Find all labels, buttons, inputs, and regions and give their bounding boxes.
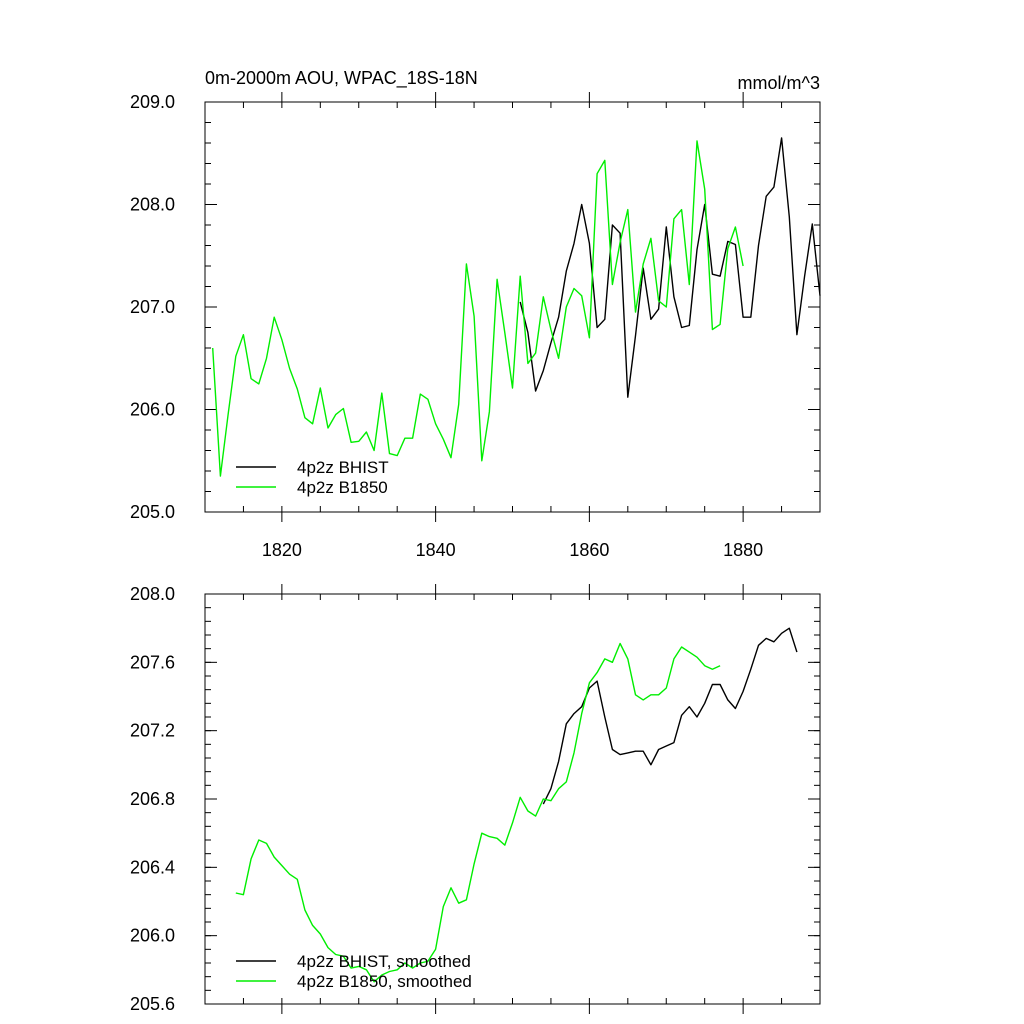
chart-title: 0m-2000m AOU, WPAC_18S-18N (205, 68, 478, 89)
chart-top: 0m-2000m AOU, WPAC_18S-18N mmol/m^3 1820… (130, 68, 821, 560)
series-line-b1850 (235, 642, 721, 983)
legend-label: 4p2z B1850 (297, 478, 388, 497)
y-tick-label: 208.0 (130, 195, 175, 215)
chart-bottom: 205.6 206.0 206.4 206.8 207.2 207.6 208.0 4p2z… (130, 584, 821, 1014)
x-tick-label: 1860 (569, 540, 609, 560)
y-tick-label: 206.4 (130, 857, 175, 877)
y-tick-label: 207.6 (130, 652, 175, 672)
y-tick-label: 206.0 (130, 926, 175, 946)
plot-frame-bottom (204, 593, 821, 1005)
legend-label: 4p2z BHIST (297, 458, 389, 477)
series-group-bottom (235, 627, 798, 983)
y-tick-label: 208.0 (130, 584, 175, 604)
axis-ticks-top: 1820 1840 1860 1880 205.0 206.0 207.0 208.0 209.… (130, 92, 821, 560)
axis-ticks-bottom: 205.6 206.0 206.4 206.8 207.2 207.6 208.0 (130, 584, 821, 1014)
x-tick-label: 1820 (262, 540, 302, 560)
plot-frame-top (204, 101, 821, 513)
y-tick-label: 205.6 (130, 994, 175, 1014)
y-tick-label: 209.0 (130, 92, 175, 112)
y-tick-label: 207.0 (130, 297, 175, 317)
y-tick-label: 206.0 (130, 400, 175, 420)
y-tick-label: 205.0 (130, 502, 175, 522)
y-tick-label: 206.8 (130, 789, 175, 809)
x-tick-label: 1880 (723, 540, 763, 560)
y-tick-label: 207.2 (130, 721, 175, 741)
legend-label: 4p2z B1850, smoothed (297, 972, 472, 991)
legend-label: 4p2z BHIST, smoothed (297, 952, 471, 971)
series-line-b1850 (212, 140, 744, 477)
x-tick-label: 1840 (416, 540, 456, 560)
series-group-top (212, 137, 821, 477)
units-label: mmol/m^3 (738, 73, 820, 93)
